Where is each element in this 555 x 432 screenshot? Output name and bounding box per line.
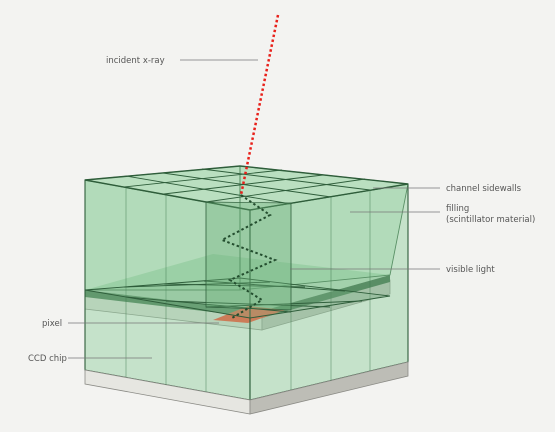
visible-light-label: visible light bbox=[446, 265, 495, 275]
bottom-grid bbox=[84, 277, 391, 319]
central-channel bbox=[205, 201, 292, 311]
visible-light-path bbox=[219, 194, 278, 319]
incident-x-ray-label: incident x-ray bbox=[106, 56, 165, 66]
filling-label: filling bbox=[446, 204, 469, 214]
leader-lines bbox=[68, 59, 440, 359]
pixel-label: pixel bbox=[42, 319, 62, 329]
ccd-chip-front bbox=[84, 361, 409, 415]
incident-x-ray-path bbox=[239, 14, 280, 196]
back-walls bbox=[84, 165, 409, 291]
top-grid bbox=[84, 165, 409, 211]
ccd-chip-label: CCD chip bbox=[28, 354, 67, 364]
channel-sidewalls-label: channel sidewalls bbox=[446, 184, 522, 194]
scintillator-material-label: (scintillator material) bbox=[446, 215, 535, 225]
